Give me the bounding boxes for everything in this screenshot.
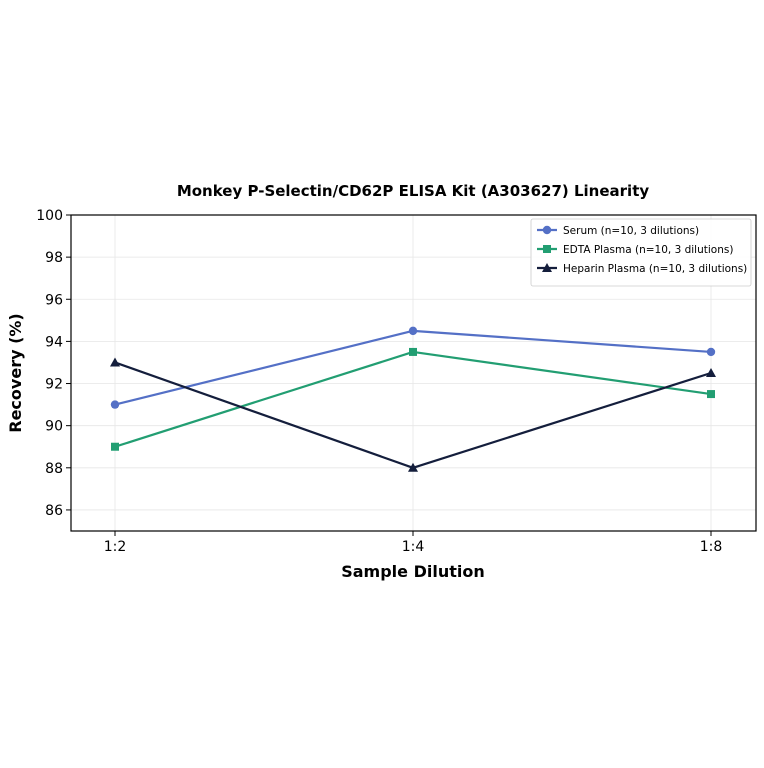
data-point [408, 326, 418, 336]
legend-marker [543, 245, 551, 253]
legend-entry: Heparin Plasma (n=10, 3 dilutions) [537, 263, 747, 275]
y-tick-label: 86 [45, 503, 63, 519]
data-point [707, 390, 715, 399]
data-point [110, 400, 120, 409]
x-axis-label: Sample Dilution [341, 562, 485, 581]
y-tick-label: 100 [36, 208, 63, 224]
x-tick-label: 1:8 [700, 539, 723, 555]
data-point [408, 462, 418, 472]
y-tick-label: 92 [45, 377, 63, 393]
legend-marker [542, 263, 552, 272]
series-group [110, 357, 716, 472]
data-point [111, 442, 119, 451]
y-axis: 86 88 90 92 94 96 98 100 [36, 208, 71, 519]
data-point [706, 368, 716, 377]
y-tick-label: 98 [45, 250, 63, 266]
x-axis: 1:2 1:4 1:8 [104, 531, 723, 555]
y-tick-label: 90 [45, 419, 63, 435]
legend: Serum (n=10, 3 dilutions) EDTA Plasma (n=… [530, 218, 752, 287]
legend-label: Serum (n=10, 3 dilutions) [563, 225, 699, 237]
y-tick-label: 88 [45, 461, 63, 477]
series-group [111, 347, 715, 451]
data-point [706, 347, 716, 357]
y-axis-label: Recovery (%) [6, 313, 25, 432]
x-tick-label: 1:2 [104, 539, 127, 555]
y-tick-label: 96 [45, 292, 63, 308]
x-tick-label: 1:4 [402, 539, 425, 555]
legend-label: Heparin Plasma (n=10, 3 dilutions) [563, 263, 747, 275]
legend-marker [542, 225, 552, 235]
series-layer [110, 326, 716, 472]
y-tick-label: 94 [45, 334, 63, 350]
legend-box [530, 218, 752, 287]
legend-label: EDTA Plasma (n=10, 3 dilutions) [563, 244, 733, 256]
series-group [110, 326, 716, 409]
data-point [110, 357, 120, 367]
data-point [409, 347, 417, 356]
legend-entry: Serum (n=10, 3 dilutions) [537, 225, 699, 237]
legend-entry: EDTA Plasma (n=10, 3 dilutions) [537, 244, 733, 256]
chart-title: Monkey P-Selectin/CD62P ELISA Kit (A3036… [177, 182, 650, 200]
